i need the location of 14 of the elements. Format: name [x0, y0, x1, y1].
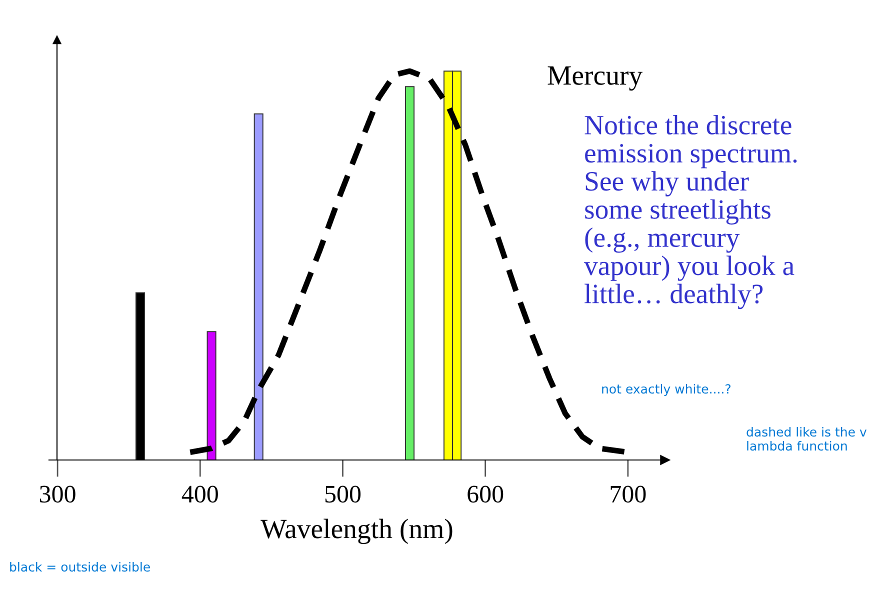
text: dashed like is the v lambda function [746, 426, 866, 451]
x-tick-label: 300 [40, 486, 76, 503]
x-tick-label: 700 [610, 486, 646, 503]
text: black = outside visible [10, 562, 150, 572]
bar [254, 113, 264, 460]
bar [206, 331, 216, 460]
bar [404, 86, 415, 460]
annotation: Mercury [548, 66, 643, 91]
annotation: Notice the discrete emission spectrum. See why under some streetlights (e.g., mercury vapour) you look a little… deathly? [584, 115, 797, 310]
x-tick-label: 500 [325, 486, 361, 503]
annotation: not exactly white....? [602, 384, 730, 396]
x-axis-title: Wavelength (nm) [260, 518, 452, 544]
x-tick-label: 400 [182, 486, 218, 503]
x-tick-label: 600 [468, 486, 504, 503]
